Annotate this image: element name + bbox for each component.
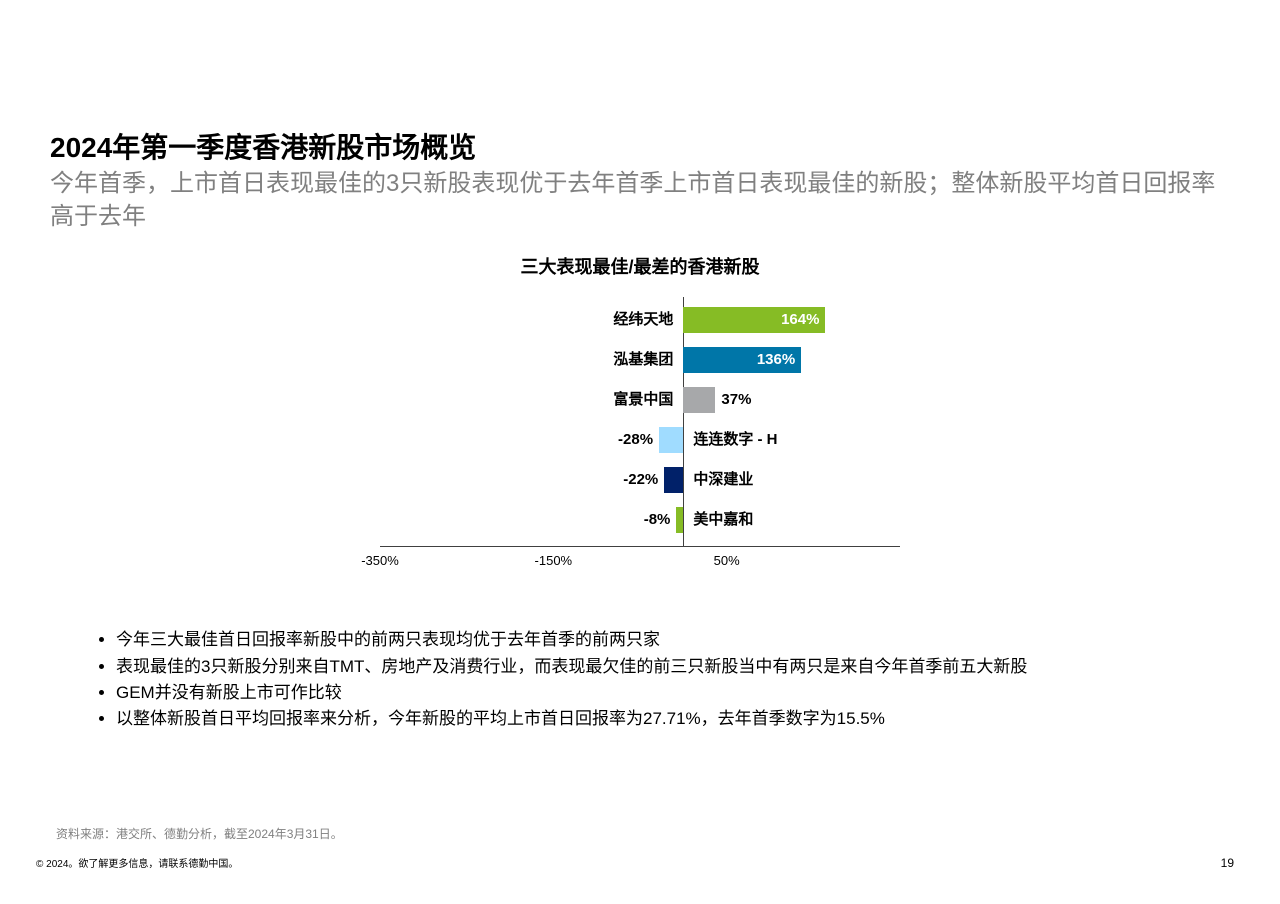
page-title: 2024年第一季度香港新股市场概览 <box>50 130 1230 166</box>
bar-value-label: 37% <box>721 385 751 415</box>
bar-value-label: -28% <box>618 425 653 455</box>
bar-category-label: 经纬天地 <box>613 305 673 335</box>
bar-row: 泓基集团 136% <box>380 345 900 385</box>
bar <box>659 427 683 453</box>
x-tick: 50% <box>714 553 740 568</box>
plot-area: 经纬天地164%泓基集团136%富景中国37%连连数字 - H-28%中深建业-… <box>380 297 900 547</box>
bar-row: 中深建业 -22% <box>380 465 900 505</box>
source-note: 资料来源：港交所、德勤分析，截至2024年3月31日。 <box>56 825 343 842</box>
bar <box>676 507 683 533</box>
bar-value-label: 136% <box>757 345 795 375</box>
chart-title: 三大表现最佳/最差的香港新股 <box>521 253 760 279</box>
bar-row: 经纬天地 164% <box>380 305 900 345</box>
bar-value-label: 164% <box>781 305 819 335</box>
bar-chart: 经纬天地164%泓基集团136%富景中国37%连连数字 - H-28%中深建业-… <box>380 297 900 587</box>
bar <box>664 467 683 493</box>
bullet-item: 今年三大最佳首日回报率新股中的前两只表现均优于去年首季的前两只家 <box>116 627 1230 653</box>
bullet-item: 以整体新股首日平均回报率来分析，今年新股的平均上市首日回报率为27.71%，去年… <box>116 706 1230 732</box>
bar-category-label: 连连数字 - H <box>693 425 777 455</box>
x-tick: -150% <box>535 553 573 568</box>
bar-category-label: 中深建业 <box>693 465 753 495</box>
bar-value-label: -22% <box>623 465 658 495</box>
bar-category-label: 美中嘉和 <box>693 505 753 535</box>
bullet-list: 今年三大最佳首日回报率新股中的前两只表现均优于去年首季的前两只家表现最佳的3只新… <box>50 627 1230 732</box>
page-number: 19 <box>1221 856 1234 870</box>
slide: 2024年第一季度香港新股市场概览 今年首季，上市首日表现最佳的3只新股表现优于… <box>0 0 1280 904</box>
bar-category-label: 泓基集团 <box>613 345 673 375</box>
x-tick: -350% <box>361 553 399 568</box>
bar <box>683 387 715 413</box>
bar-value-label: -8% <box>644 505 671 535</box>
bullet-item: GEM并没有新股上市可作比较 <box>116 680 1230 706</box>
bar-row: 富景中国 37% <box>380 385 900 425</box>
bullet-item: 表现最佳的3只新股分别来自TMT、房地产及消费行业，而表现最欠佳的前三只新股当中… <box>116 654 1230 680</box>
copyright: © 2024。欲了解更多信息，请联系德勤中国。 <box>36 855 238 870</box>
chart-container: 三大表现最佳/最差的香港新股 经纬天地 164% 泓基集团 136% 富景中国 37% 连连… <box>50 253 1230 587</box>
x-axis <box>380 546 900 547</box>
page-subtitle: 今年首季，上市首日表现最佳的3只新股表现优于去年首季上市首日表现最佳的新股；整体… <box>50 168 1230 233</box>
bar-row: 美中嘉和 -8% <box>380 505 900 545</box>
bar-category-label: 富景中国 <box>613 385 673 415</box>
bar-row: 连连数字 - H -28% <box>380 425 900 465</box>
